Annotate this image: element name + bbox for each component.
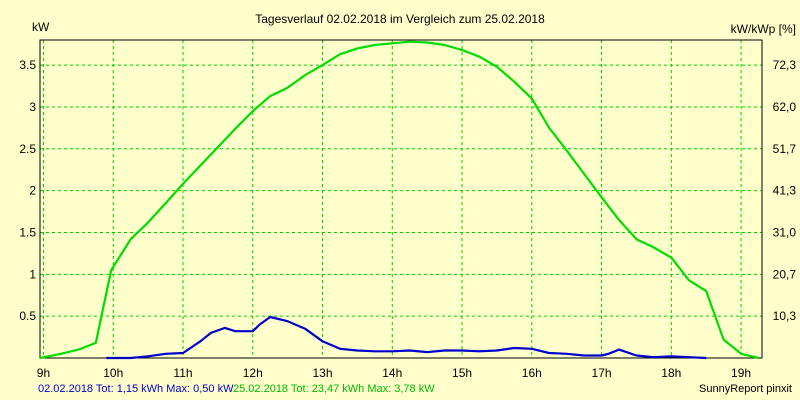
grid — [40, 40, 762, 358]
y-tick-label: 3.5 — [19, 58, 36, 72]
x-tick-label: 9h — [37, 366, 50, 380]
y2-tick-label: 31,0 — [773, 225, 797, 239]
x-tick-label: 16h — [522, 366, 542, 380]
y2-tick-label: 20,7 — [773, 267, 797, 281]
y-tick-label: 2.5 — [19, 142, 36, 156]
y2-tick-label: 51,7 — [773, 142, 797, 156]
x-tick-label: 12h — [243, 366, 263, 380]
y-tick-label: 2 — [29, 184, 36, 198]
x-tick-label: 19h — [731, 366, 751, 380]
y2-tick-label: 62,0 — [773, 100, 797, 114]
legend-series-2: 25.02.2018 Tot: 23,47 kWh Max: 3,78 kW — [233, 383, 435, 395]
y2-axis-label: kW/kWp [%] — [731, 22, 796, 36]
series-line-1 — [106, 315, 707, 360]
series-line-2 — [39, 40, 759, 360]
y-axis-ticks: 0.5 1 1.5 2 2.5 3 3.5 — [19, 58, 36, 323]
x-tick-label: 13h — [313, 366, 333, 380]
x-tick-label: 17h — [592, 366, 612, 380]
y-tick-label: 1.5 — [19, 225, 36, 239]
x-tick-label: 11h — [173, 366, 192, 380]
y2-tick-label: 10,3 — [773, 309, 797, 323]
plot-area — [40, 40, 762, 358]
y2-axis-ticks: 10,3 20,7 31,0 41,3 51,7 62,0 72,3 — [773, 58, 797, 323]
x-tick-label: 15h — [452, 366, 472, 380]
brand-label: SunnyReport pinxit — [699, 383, 792, 395]
x-tick-label: 14h — [382, 366, 402, 380]
x-axis-ticks: 9h 10h 11h 12h 13h 14h 15h 16h 17h 18h 19h — [37, 366, 751, 380]
y2-tick-label: 41,3 — [773, 184, 797, 198]
y-axis-label: kW — [32, 20, 50, 34]
y-tick-label: 1 — [29, 267, 36, 281]
plot-frame — [39, 39, 763, 359]
legend-series-1: 02.02.2018 Tot: 1,15 kWh Max: 0,50 kW — [38, 383, 234, 395]
series-lines — [39, 40, 759, 360]
y-tick-label: 3 — [29, 100, 36, 114]
x-tick-label: 10h — [103, 366, 123, 380]
chart-title: Tagesverlauf 02.02.2018 im Vergleich zum… — [255, 12, 545, 26]
y2-tick-label: 72,3 — [773, 58, 797, 72]
x-tick-label: 18h — [661, 366, 681, 380]
y-tick-label: 0.5 — [19, 309, 36, 323]
